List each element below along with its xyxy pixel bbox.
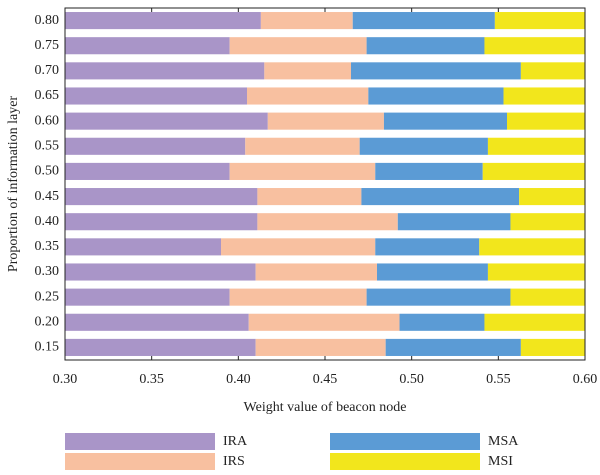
y-tick-label: 0.35 — [35, 239, 60, 254]
bar-segment — [229, 162, 376, 180]
x-tick-label: 0.35 — [139, 372, 164, 387]
bar-segment — [255, 338, 386, 356]
y-tick-label: 0.55 — [35, 139, 60, 154]
bar-segment — [519, 188, 585, 206]
plot-frame — [64, 7, 586, 361]
bar-segment — [383, 112, 507, 130]
bar-segment — [257, 213, 398, 231]
x-tick-label: 0.50 — [399, 372, 424, 387]
y-tick-label: 0.60 — [35, 113, 60, 128]
bar-segment — [264, 62, 351, 80]
bar-segment — [65, 238, 221, 256]
bar-segment — [65, 213, 258, 231]
bar-segment — [487, 263, 585, 281]
x-tick-label: 0.30 — [53, 372, 78, 387]
bar-segment — [65, 162, 230, 180]
bar-segment — [484, 313, 585, 331]
bar-segment — [229, 288, 367, 306]
bar-segment — [65, 12, 261, 30]
legend-swatch — [330, 453, 480, 470]
y-tick-label: 0.25 — [35, 289, 60, 304]
x-tick-label: 0.45 — [313, 372, 338, 387]
bar-segment — [351, 62, 521, 80]
legend-swatch — [65, 453, 215, 470]
bar-segment — [65, 313, 249, 331]
bar-segment — [229, 37, 367, 55]
bar-segment — [245, 137, 360, 155]
y-tick-label: 0.45 — [35, 189, 60, 204]
bar-segment — [65, 263, 256, 281]
bar-segment — [267, 112, 384, 130]
bar-segment — [255, 263, 377, 281]
bar-segment — [397, 213, 511, 231]
legend-swatch — [330, 433, 480, 450]
y-tick-label: 0.20 — [35, 315, 60, 330]
bar-segment — [260, 12, 353, 30]
bar-segment — [385, 338, 521, 356]
bar-segment — [487, 137, 585, 155]
y-tick-label: 0.80 — [35, 13, 60, 28]
bar-segment — [65, 338, 256, 356]
bar-segment — [507, 112, 585, 130]
x-tick-label: 0.40 — [226, 372, 251, 387]
bar-segment — [221, 238, 376, 256]
bar-segment — [359, 137, 488, 155]
bar-segment — [510, 288, 585, 306]
legend-label: IRA — [223, 434, 248, 449]
y-tick-label: 0.65 — [35, 88, 60, 103]
bar-segment — [520, 62, 585, 80]
x-tick-label: 0.55 — [486, 372, 511, 387]
y-tick-label: 0.40 — [35, 214, 60, 229]
bar-segment — [377, 263, 488, 281]
bar-segment — [65, 62, 265, 80]
bar-segment — [479, 238, 585, 256]
bar-segment — [257, 188, 362, 206]
bar-segment — [510, 213, 585, 231]
bar-segment — [375, 162, 483, 180]
y-tick-label: 0.50 — [35, 164, 60, 179]
bar-segment — [375, 238, 480, 256]
bars — [65, 12, 585, 356]
bar-segment — [65, 137, 246, 155]
bar-segment — [366, 37, 485, 55]
y-tick-label: 0.75 — [35, 38, 60, 53]
bar-segment — [65, 288, 230, 306]
bar-segment — [65, 87, 247, 105]
bar-segment — [247, 87, 369, 105]
bar-segment — [482, 162, 585, 180]
legend-label: IRS — [223, 454, 245, 469]
bar-segment — [494, 12, 585, 30]
bar-segment — [520, 338, 585, 356]
x-axis-title: Weight value of beacon node — [244, 400, 407, 415]
bar-segment — [248, 313, 400, 331]
bar-segment — [484, 37, 585, 55]
bar-segment — [65, 112, 268, 130]
x-tick-label: 0.60 — [573, 372, 598, 387]
bar-segment — [366, 288, 511, 306]
legend-swatch — [65, 433, 215, 450]
y-tick-label: 0.15 — [35, 340, 60, 355]
y-axis-title: Proportion of information layer — [6, 96, 21, 272]
bar-segment — [399, 313, 485, 331]
bar-segment — [352, 12, 495, 30]
bar-segment — [503, 87, 585, 105]
legend-label: MSA — [488, 434, 519, 449]
bar-segment — [361, 188, 520, 206]
bar-segment — [368, 87, 504, 105]
y-tick-label: 0.30 — [35, 264, 60, 279]
bar-segment — [65, 188, 258, 206]
bar-segment — [65, 37, 230, 55]
legend-label: MSI — [488, 454, 513, 469]
y-tick-label: 0.70 — [35, 63, 60, 78]
